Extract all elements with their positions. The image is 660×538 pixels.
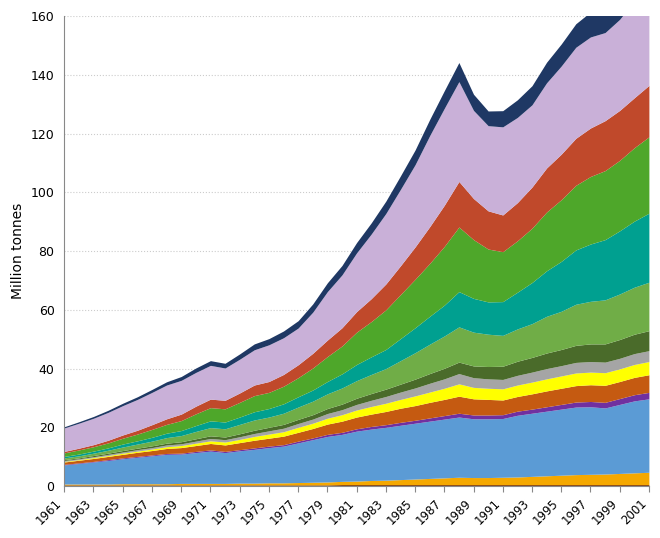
Y-axis label: Million tonnes: Million tonnes	[11, 203, 25, 299]
